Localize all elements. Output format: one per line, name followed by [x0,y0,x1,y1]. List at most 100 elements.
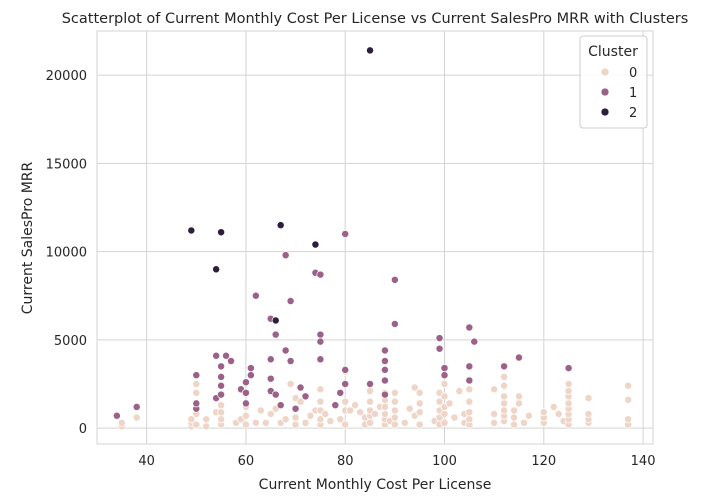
data-point-cluster-0 [366,418,374,427]
data-point-cluster-0 [400,418,409,427]
data-point-cluster-0 [500,381,509,390]
legend-label-1: 1 [629,86,637,101]
data-point-cluster-1 [241,399,250,408]
data-point-cluster-0 [356,408,365,417]
data-points [112,46,633,431]
data-point-cluster-1 [380,346,389,355]
data-point-cluster-0 [217,415,226,424]
data-point-cluster-1 [435,344,444,353]
data-point-cluster-0 [415,420,424,429]
y-tick-label: 20000 [46,69,87,84]
data-point-cluster-0 [490,410,499,418]
data-point-cluster-0 [500,406,509,415]
data-point-cluster-0 [380,410,389,418]
data-point-cluster-0 [217,408,226,417]
data-point-cluster-1 [465,362,474,371]
data-point-cluster-0 [510,420,518,429]
data-point-cluster-0 [217,401,226,410]
data-point-cluster-0 [316,385,325,394]
data-point-cluster-0 [380,402,389,411]
data-point-cluster-2 [217,228,226,237]
data-point-cluster-1 [222,351,231,360]
data-point-cluster-0 [321,410,330,418]
data-point-cluster-0 [549,402,558,411]
data-point-cluster-0 [440,410,449,418]
y-tick-label: 0 [79,422,87,437]
data-point-cluster-0 [465,408,474,417]
data-point-cluster-1 [271,330,280,339]
data-point-cluster-0 [564,380,573,388]
data-point-cluster-0 [192,380,201,388]
data-point-cluster-1 [341,230,350,238]
data-point-cluster-0 [366,397,374,406]
x-tick-label: 40 [138,454,155,469]
data-point-cluster-0 [256,406,265,415]
data-point-cluster-1 [380,365,389,374]
data-point-cluster-0 [564,387,573,396]
legend-box [579,35,648,129]
x-tick-label: 60 [238,454,255,469]
data-point-cluster-1 [192,399,201,408]
data-point-cluster-0 [291,420,300,429]
chart-title: Scatterplot of Current Monthly Cost Per … [62,11,689,27]
data-point-cluster-1 [440,371,449,380]
data-point-cluster-1 [241,388,250,397]
data-point-cluster-0 [440,380,449,388]
data-point-cluster-2 [187,226,196,235]
data-point-cluster-0 [410,383,419,392]
data-point-cluster-1 [251,291,260,300]
data-point-cluster-0 [490,418,499,427]
data-point-cluster-0 [405,404,414,413]
data-point-cluster-0 [390,406,399,415]
data-point-cluster-0 [564,399,573,408]
data-point-cluster-2 [366,46,374,55]
data-point-cluster-1 [435,334,444,343]
data-point-cluster-0 [500,392,509,401]
data-point-cluster-1 [227,357,235,365]
data-point-cluster-1 [217,362,226,371]
data-point-cluster-0 [301,418,310,427]
data-point-cluster-0 [390,388,399,397]
data-point-cluster-0 [192,388,201,397]
data-point-cluster-0 [490,385,499,394]
data-point-cluster-0 [336,415,345,424]
data-point-cluster-1 [465,376,474,385]
legend: Cluster 0 1 2 [579,35,648,129]
data-point-cluster-1 [291,404,300,413]
data-point-cluster-0 [286,380,295,388]
data-point-cluster-0 [366,387,374,396]
data-point-cluster-0 [341,397,350,406]
data-point-cluster-0 [202,415,211,424]
data-point-cluster-0 [445,399,454,408]
data-point-cluster-0 [251,418,260,427]
data-point-cluster-0 [440,392,449,401]
legend-title: Cluster [588,44,638,60]
x-tick-label: 140 [631,454,656,469]
data-point-cluster-0 [341,420,350,429]
data-point-cluster-1 [380,357,389,365]
data-point-cluster-0 [440,418,449,427]
data-point-cluster-1 [331,401,340,410]
data-point-cluster-0 [261,418,270,427]
data-point-cluster-1 [380,376,389,385]
data-point-cluster-1 [500,362,509,371]
y-tick-label: 10000 [46,246,87,261]
data-point-cluster-0 [241,411,250,420]
data-point-cluster-0 [415,399,424,408]
data-point-cluster-0 [187,415,196,424]
data-point-cluster-2 [276,221,285,230]
data-point-cluster-0 [351,401,360,410]
data-point-cluster-0 [390,397,399,406]
data-point-cluster-0 [450,413,459,422]
y-axis-label: Current SalesPro MRR [20,161,36,314]
data-point-cluster-0 [524,411,533,420]
data-point-cluster-1 [112,411,121,420]
data-point-cluster-1 [217,390,226,399]
data-point-cluster-0 [371,410,379,418]
data-point-cluster-0 [326,417,335,426]
data-point-cluster-1 [132,402,141,411]
data-point-cluster-0 [435,397,444,406]
data-point-cluster-0 [306,411,315,420]
